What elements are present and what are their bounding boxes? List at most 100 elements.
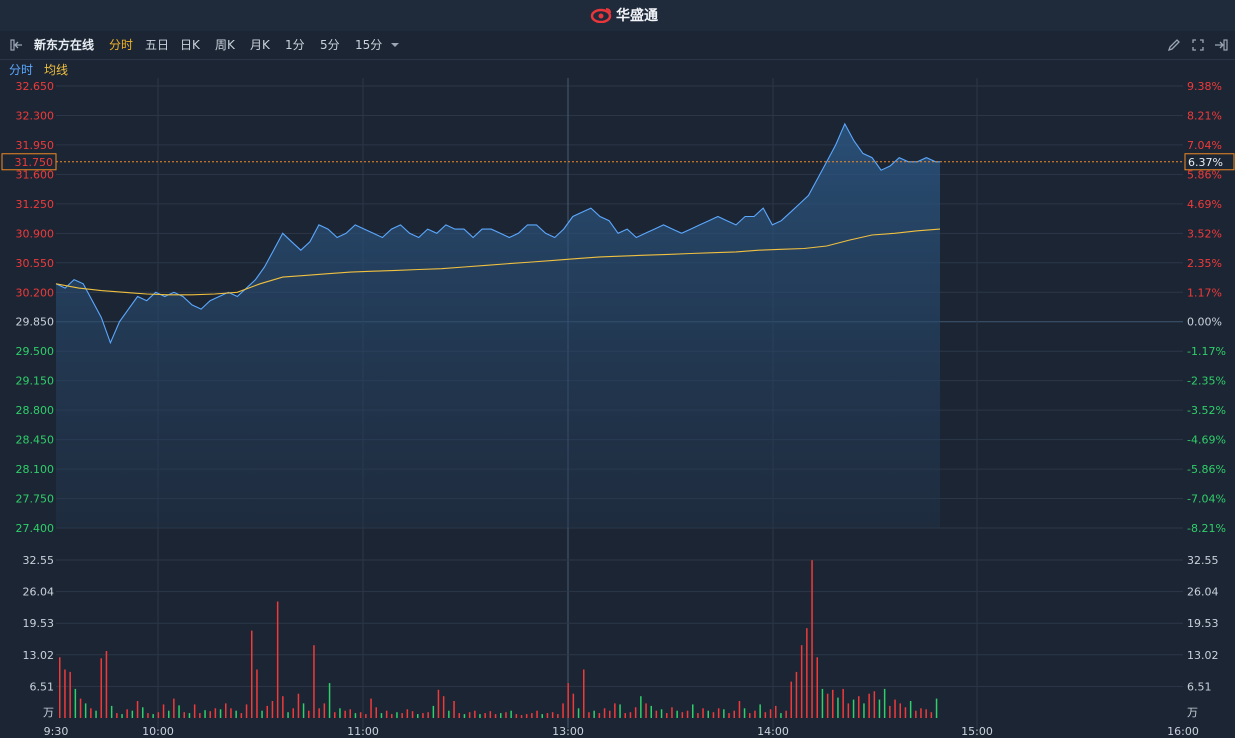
volume-bar	[619, 704, 621, 718]
volume-bar	[806, 628, 808, 718]
volume-bar	[349, 709, 351, 718]
collapse-left-icon[interactable]	[9, 37, 25, 53]
volume-unit-label: 万	[1187, 706, 1198, 719]
volume-bar	[261, 710, 263, 718]
volume-bar	[930, 712, 933, 718]
volume-bar	[385, 710, 388, 718]
volume-bar	[500, 713, 502, 718]
volume-bar	[417, 714, 419, 718]
volume-bar	[728, 713, 730, 718]
pct-tick-label: 3.52%	[1187, 227, 1222, 240]
price-tick-label: 30.200	[16, 286, 55, 299]
price-tick-label: 27.750	[16, 493, 55, 506]
time-axis-label: 11:00	[347, 725, 379, 738]
intraday-chart[interactable]: 32.650 9.38% 32.300 8.21% 31.950 7.04% 31.600 5…	[0, 78, 1235, 738]
volume-bar	[302, 703, 305, 718]
volume-bar	[370, 698, 372, 718]
volume-bar	[297, 693, 300, 718]
tab-15min[interactable]: 15分	[355, 38, 383, 52]
volume-bar	[266, 705, 268, 718]
volume-bar	[365, 714, 367, 718]
volume-bar	[313, 645, 315, 718]
tab-daily-k[interactable]: 日K	[180, 38, 200, 52]
tab-intraday[interactable]: 分时	[109, 38, 134, 52]
pct-tick-label: -2.35%	[1187, 375, 1226, 388]
volume-bar	[826, 693, 829, 718]
volume-bar	[235, 710, 237, 718]
pct-tick-label: 2.35%	[1187, 257, 1222, 270]
volume-bar	[494, 714, 497, 718]
volume-bar	[676, 710, 678, 718]
volume-bar	[629, 712, 632, 718]
fullscreen-icon[interactable]	[1190, 37, 1206, 53]
collapse-right-icon[interactable]	[1213, 37, 1229, 53]
volume-bar	[354, 713, 357, 718]
crosshair-pct-label: 6.37%	[1188, 156, 1223, 169]
volume-bar	[142, 707, 144, 718]
volume-tick-label: 19.53	[23, 617, 55, 630]
volume-tick-label: 13.02	[23, 649, 55, 662]
volume-bar	[442, 696, 445, 718]
volume-tick-label: 6.51	[1187, 680, 1212, 693]
volume-bar	[245, 704, 248, 718]
volume-bar	[380, 713, 383, 718]
volume-bar	[536, 710, 538, 718]
volume-bar	[199, 713, 201, 718]
price-tick-label: 32.300	[16, 109, 55, 122]
volume-bar	[437, 689, 440, 718]
price-tick-label: 28.450	[16, 434, 55, 447]
volume-bar	[686, 710, 689, 718]
volume-bar	[759, 704, 761, 718]
volume-bar	[505, 712, 507, 718]
volume-bar	[69, 671, 71, 718]
pencil-icon[interactable]	[1166, 37, 1182, 53]
volume-bar	[655, 710, 658, 718]
volume-tick-label: 32.55	[23, 554, 55, 567]
volume-bar	[453, 701, 455, 718]
volume-bar	[84, 703, 87, 718]
tab-five-day[interactable]: 五日	[145, 38, 170, 52]
volume-bar	[712, 712, 715, 718]
volume-bar	[292, 708, 294, 718]
volume-bar	[95, 710, 97, 718]
volume-bar	[178, 705, 180, 718]
volume-bar	[858, 696, 860, 718]
volume-bar	[904, 707, 907, 718]
tab-5min[interactable]: 5分	[320, 38, 340, 52]
volume-tick-label: 6.51	[30, 680, 55, 693]
stock-name: 新东方在线	[34, 38, 95, 52]
volume-bar	[240, 713, 243, 718]
volume-bar	[925, 709, 927, 718]
pct-tick-label: 8.21%	[1187, 109, 1222, 122]
pct-tick-label: -1.17%	[1187, 345, 1226, 358]
volume-bar	[323, 703, 326, 718]
pct-tick-label: 7.04%	[1187, 139, 1222, 152]
volume-bar	[214, 708, 217, 718]
volume-bar	[780, 713, 782, 718]
brand: 华盛通	[590, 5, 658, 25]
volume-bar	[110, 705, 113, 718]
volume-bar	[935, 698, 938, 718]
volume-bar	[775, 705, 777, 718]
volume-bar	[328, 683, 331, 718]
time-axis-label: 13:00	[552, 725, 584, 738]
volume-bar	[764, 712, 767, 718]
volume-bar	[525, 714, 528, 718]
chevron-down-icon[interactable]	[387, 37, 403, 53]
volume-bar	[583, 669, 585, 718]
time-axis-label: 9:30	[44, 725, 69, 738]
volume-bar	[847, 703, 850, 718]
volume-tick-label: 19.53	[1187, 617, 1219, 630]
volume-bar	[344, 710, 346, 718]
volume-bar	[396, 712, 398, 718]
volume-bar	[339, 708, 341, 718]
time-axis-label: 15:00	[961, 725, 993, 738]
tab-1min[interactable]: 1分	[285, 38, 305, 52]
volume-bar	[282, 696, 284, 718]
volume-bar	[448, 710, 450, 718]
legend-intraday: 分时	[9, 63, 34, 77]
tab-weekly-k[interactable]: 周K	[215, 38, 235, 52]
volume-bar	[650, 705, 652, 718]
volume-bar	[546, 713, 549, 718]
tab-monthly-k[interactable]: 月K	[250, 38, 270, 52]
